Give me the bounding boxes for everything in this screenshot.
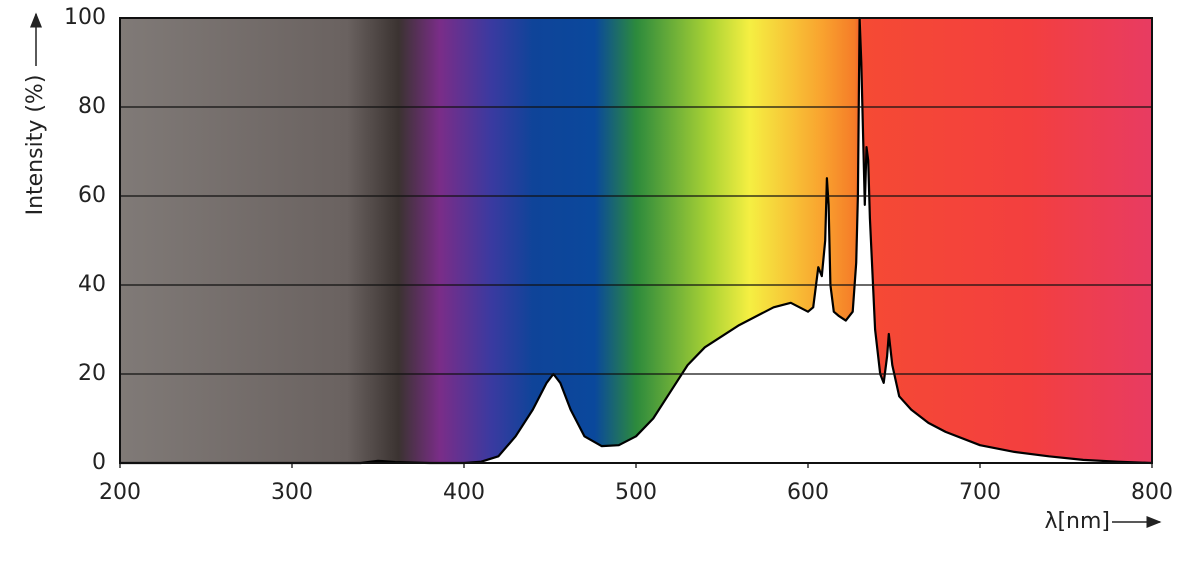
x-tick-label: 800	[1131, 480, 1173, 505]
x-tick-label: 400	[443, 480, 485, 505]
line	[120, 16, 1153, 465]
x-axis-label: λ[nm]	[1044, 509, 1110, 534]
spectrum-background	[120, 18, 1152, 463]
y-tick-label: 40	[78, 272, 106, 297]
x-tick-label: 700	[959, 480, 1001, 505]
y-tick-label: 0	[92, 450, 106, 475]
x-tick-label: 300	[271, 480, 313, 505]
y-tick-label: 80	[78, 94, 106, 119]
y-tick-label: 100	[64, 5, 106, 30]
x-tick-label: 500	[615, 480, 657, 505]
x-tick-label: 600	[787, 480, 829, 505]
y-tick-label: 60	[78, 183, 106, 208]
y-axis-label: Intensity (%)	[23, 75, 48, 216]
y-tick-label: 20	[78, 361, 106, 386]
x-tick-label: 200	[99, 480, 141, 505]
